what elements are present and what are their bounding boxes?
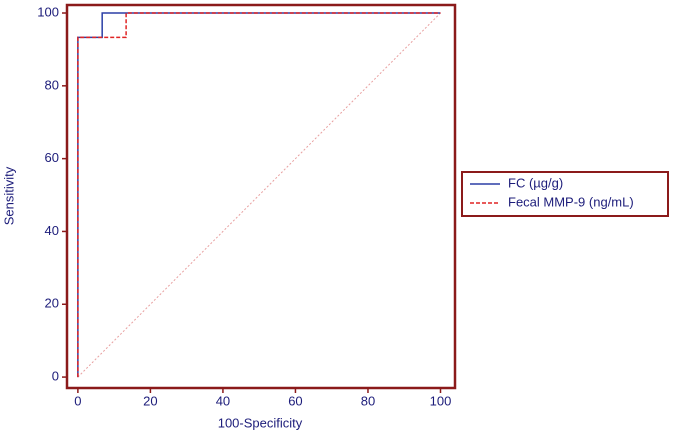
y-tick-label: 80 [45, 77, 59, 92]
y-tick-label: 0 [52, 369, 59, 384]
reference-diagonal [77, 12, 441, 378]
x-tick-label: 40 [216, 393, 230, 408]
x-tick-label: 80 [361, 393, 375, 408]
legend-label: Fecal MMP-9 (ng/mL) [508, 194, 634, 209]
x-tick-label: 60 [288, 393, 302, 408]
y-tick-label: 100 [37, 4, 59, 19]
y-tick-label: 20 [45, 296, 59, 311]
x-axis-label: 100-Specificity [218, 415, 303, 430]
plot-frame [65, 3, 457, 390]
legend-label: FC (µg/g) [508, 175, 563, 190]
y-tick-label: 60 [45, 150, 59, 165]
x-tick-label: 100 [430, 393, 452, 408]
y-tick-label: 40 [45, 223, 59, 238]
legend-box [461, 171, 669, 217]
x-tick-label: 20 [143, 393, 157, 408]
y-axis-label: Sensitivity [1, 166, 16, 225]
x-tick-label: 0 [74, 393, 81, 408]
roc-curve [77, 12, 441, 378]
